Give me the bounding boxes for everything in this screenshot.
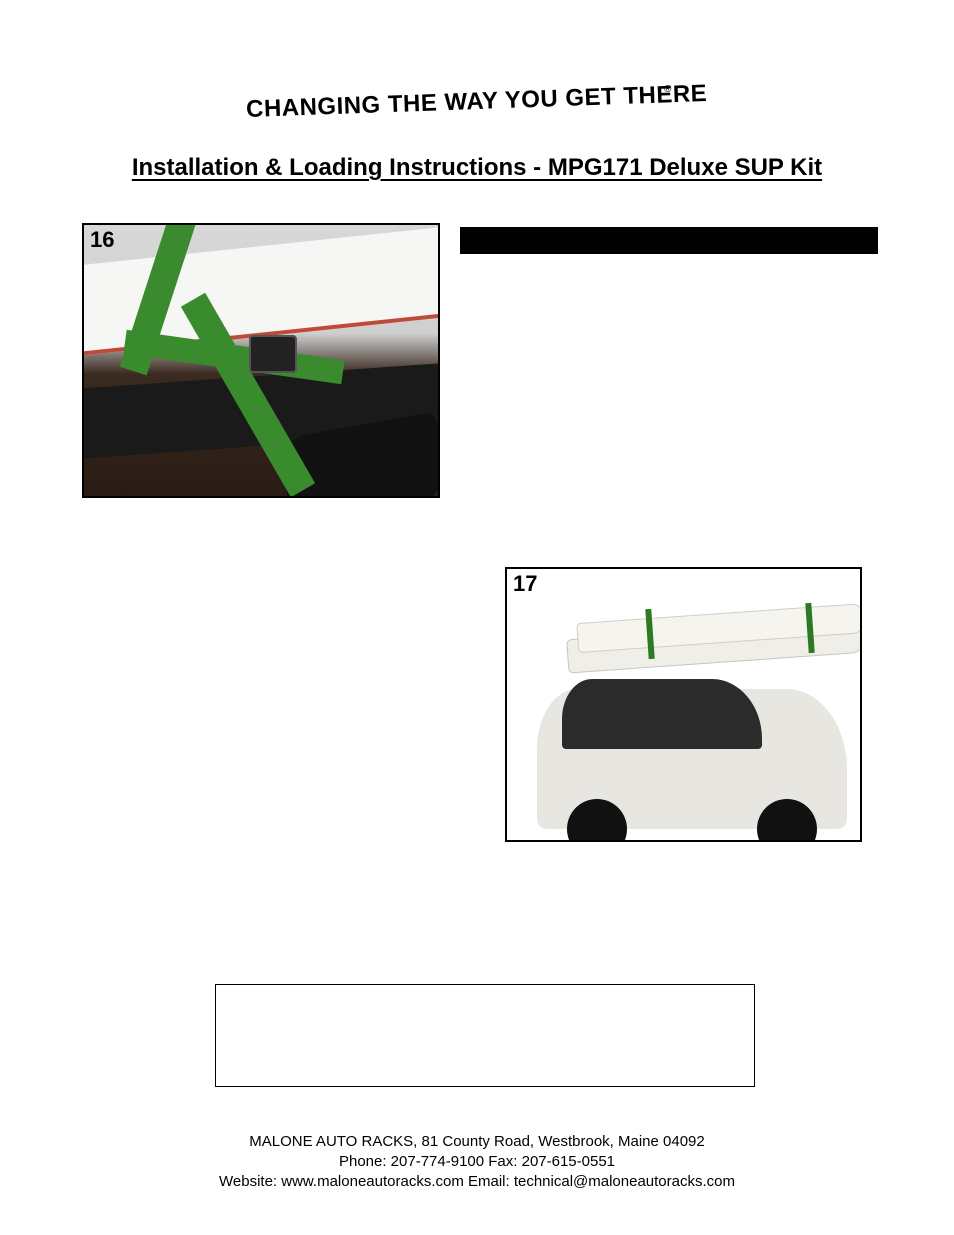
figure-17-image — [507, 569, 860, 840]
figure-16: 16 — [82, 223, 440, 498]
registered-mark: ® — [664, 84, 671, 95]
page: CHANGING THE WAY YOU GET THERE ® Install… — [0, 0, 954, 1235]
figure-16-number: 16 — [90, 227, 114, 253]
footer-address: MALONE AUTO RACKS, 81 County Road, Westb… — [0, 1132, 954, 1152]
tagline-container: CHANGING THE WAY YOU GET THERE — [0, 88, 954, 116]
figure-17-number: 17 — [513, 571, 537, 597]
section-header-bar — [460, 227, 878, 254]
tagline-text: CHANGING THE WAY YOU GET THERE — [246, 80, 708, 124]
footer-web-email: Website: www.maloneautoracks.com Email: … — [0, 1172, 954, 1192]
figure-16-image — [84, 225, 438, 496]
figure-17: 17 — [505, 567, 862, 842]
note-box — [215, 984, 755, 1087]
title-container: Installation & Loading Instructions - MP… — [0, 154, 954, 182]
page-title: Installation & Loading Instructions - MP… — [132, 154, 822, 182]
footer-phone-fax: Phone: 207-774-9100 Fax: 207-615-0551 — [0, 1152, 954, 1172]
